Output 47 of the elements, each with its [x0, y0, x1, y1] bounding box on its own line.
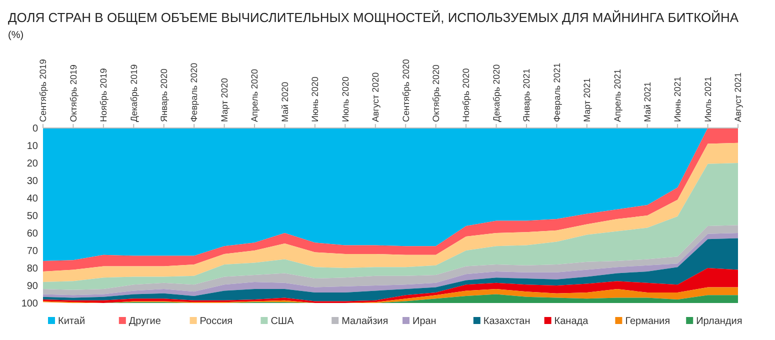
y-tick-label: 30 — [26, 176, 38, 187]
x-tick-label: Март 2020 — [219, 78, 230, 122]
y-tick-label: 50 — [26, 211, 38, 222]
x-tick-label: Февраль 2020 — [189, 62, 200, 122]
y-tick-label: 40 — [26, 194, 38, 204]
x-tick-label: Ноябрь 2020 — [461, 68, 472, 122]
y-tick-label: 0 — [32, 124, 38, 134]
x-tick-label: Июнь 2020 — [310, 76, 320, 122]
y-tick-label: 10 — [26, 141, 38, 152]
x-tick-label: Июль 2020 — [340, 76, 350, 122]
legend-label: Другие — [128, 316, 162, 327]
legend-label: Китай — [58, 316, 86, 327]
x-tick-label: Февраль 2021 — [552, 62, 562, 122]
y-tick-label: 90 — [26, 281, 38, 292]
x-tick-label: Октябрь 2020 — [430, 64, 441, 122]
x-tick-label: Июль 2021 — [702, 76, 713, 122]
x-tick-label: Октябрь 2019 — [68, 64, 78, 122]
x-tick-label: Май 2021 — [642, 82, 652, 122]
x-tick-label: Ноябрь 2019 — [98, 68, 109, 122]
x-tick-label: Сентябрь 2019 — [38, 59, 48, 122]
legend-label: Иран — [412, 316, 436, 327]
legend-label: Россия — [200, 316, 233, 327]
legend-label: Казахстан — [483, 316, 530, 327]
x-tick-label: Апрель 2021 — [612, 68, 622, 122]
x-tick-label: Декабрь 2020 — [491, 64, 502, 122]
legend-label: Канада — [554, 316, 589, 327]
legend-label: Малайзия — [342, 316, 388, 327]
x-tick-label: Июнь 2021 — [672, 76, 683, 122]
y-tick-label: 70 — [26, 246, 38, 257]
chart-subtitle: (%) — [8, 30, 24, 41]
x-tick-label: Январь 2020 — [159, 68, 170, 122]
x-tick-label: Май 2020 — [280, 82, 290, 122]
legend-label: Германия — [625, 316, 670, 327]
x-tick-label: Декабрь 2019 — [128, 64, 139, 122]
y-tick-label: 100 — [21, 298, 38, 310]
legend-label: США — [270, 316, 294, 327]
y-tick-label: 20 — [26, 158, 38, 170]
x-tick-label: Март 2021 — [582, 78, 592, 122]
y-tick-label: 80 — [26, 264, 38, 274]
x-tick-label: Сентябрь 2020 — [400, 59, 411, 122]
legend-label: Ирландия — [696, 316, 742, 327]
x-tick-label: Апрель 2020 — [250, 68, 260, 122]
x-tick-label: Август 2020 — [370, 72, 381, 122]
y-tick-label: 60 — [26, 228, 38, 240]
x-tick-label: Август 2021 — [733, 72, 744, 122]
x-tick-label: Январь 2021 — [522, 68, 532, 122]
chart-title: ДОЛЯ СТРАН В ОБЩЕМ ОБЪЕМЕ ВЫЧИСЛИТЕЛЬНЫХ МОЩНОСТЕЙ, ИСПОЛЬЗУЕМЫХ ДЛЯ МАЙНИНГА БИТКОЙНА — [8, 10, 739, 25]
